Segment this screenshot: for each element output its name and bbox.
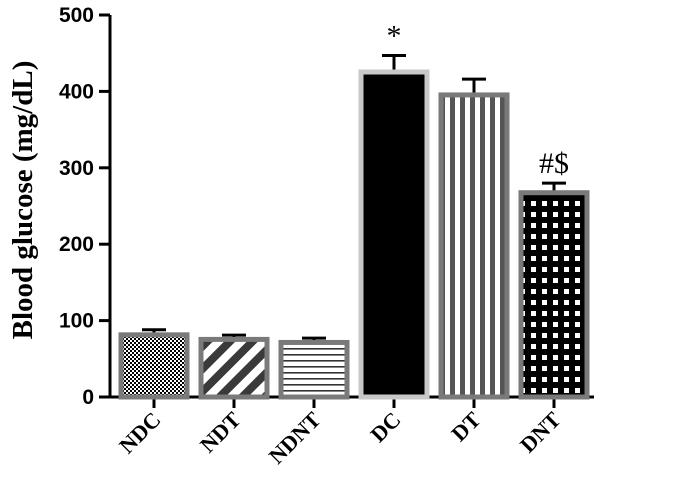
y-tick-label: 300 — [59, 157, 94, 180]
y-tick-label: 400 — [59, 80, 94, 103]
significance-annotation: * — [387, 19, 402, 52]
y-tick-label: 0 — [82, 386, 94, 409]
x-tick-label: NDC — [114, 407, 165, 458]
bar-ndnt — [278, 339, 350, 400]
y-axis-title: Blood glucose (mg/dL) — [7, 61, 39, 340]
significance-annotation: #$ — [539, 147, 569, 180]
x-tick-label: NDT — [195, 407, 246, 458]
category-labels: NDC NDT NDNT DC DT DNT — [114, 407, 566, 469]
x-tick-label: NDNT — [264, 407, 326, 469]
y-tick-label: 100 — [59, 310, 94, 333]
bars: * #$ — [118, 19, 590, 400]
y-axis: 0 100 200 300 400 500 — [59, 4, 112, 409]
y-tick-label: 500 — [59, 4, 94, 27]
x-tick-label: DT — [446, 407, 486, 447]
x-tick-label: DNT — [515, 407, 566, 458]
y-tick-label: 200 — [59, 233, 94, 256]
bar-ndc — [118, 332, 190, 400]
bar-ndt — [198, 336, 270, 400]
bar-dt — [438, 92, 510, 400]
bar-dnt — [518, 190, 590, 400]
bar-dc — [358, 69, 430, 400]
x-tick-label: DC — [365, 407, 405, 447]
